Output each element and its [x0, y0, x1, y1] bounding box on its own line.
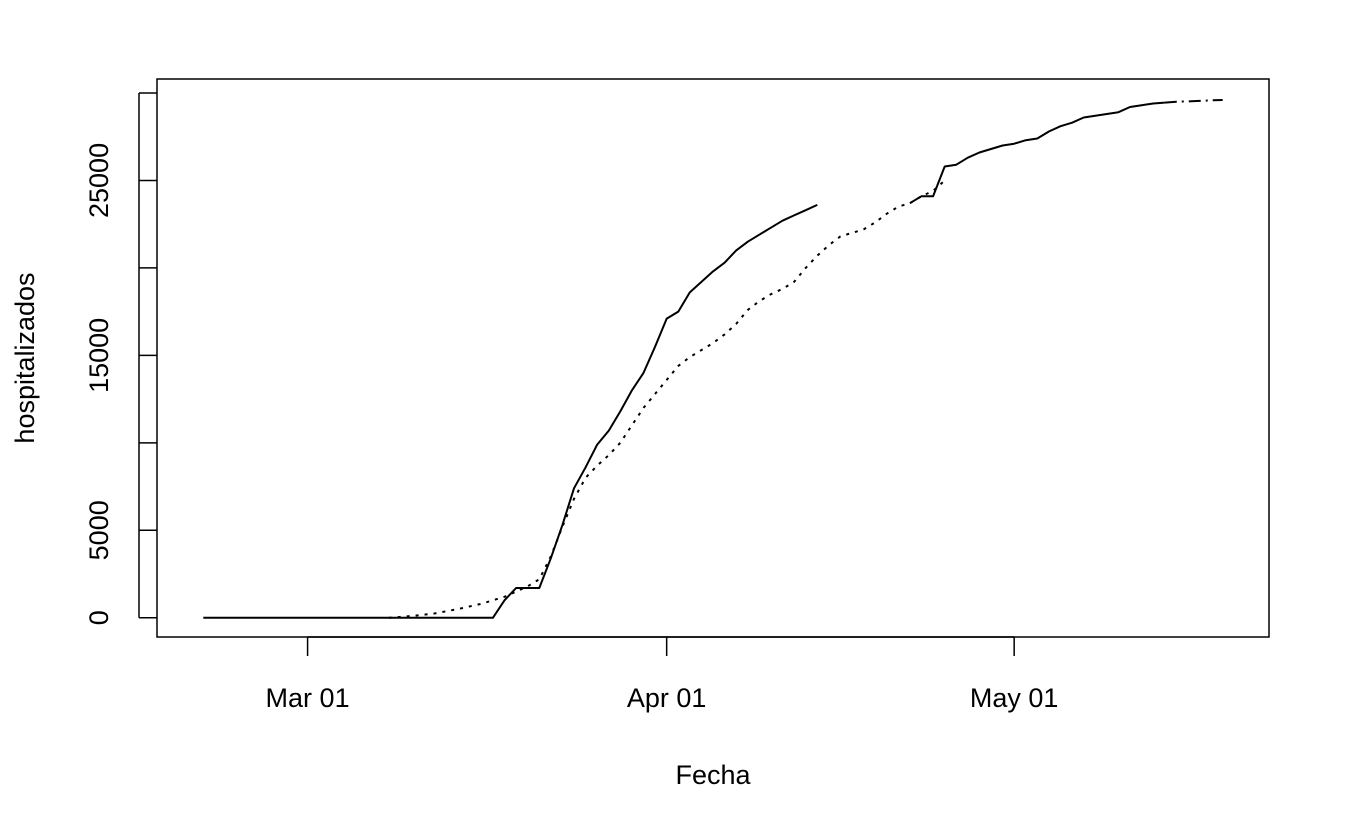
series-line-2: [388, 179, 946, 619]
y-tick-label: 5000: [84, 500, 114, 560]
series-line-4: [1164, 99, 1223, 104]
x-tick-label: Apr 01: [627, 683, 707, 713]
y-axis: 0 5000 15000 25000: [84, 92, 157, 625]
x-tick-label: May 01: [970, 683, 1059, 713]
series-layer: [203, 99, 1223, 619]
y-tick-label: 15000: [84, 318, 114, 393]
x-tick-label: Mar 01: [266, 683, 350, 713]
y-axis-label: hospitalizados: [10, 272, 40, 443]
series-line-1: [203, 203, 818, 619]
y-tick-label: 25000: [84, 143, 114, 218]
series-line-3: [909, 101, 1165, 205]
plot-frame: [156, 78, 1270, 638]
x-axis-label: Fecha: [675, 760, 751, 790]
x-axis: Mar 01 Apr 01 May 01: [266, 636, 1059, 713]
y-tick-label: 0: [84, 610, 114, 625]
